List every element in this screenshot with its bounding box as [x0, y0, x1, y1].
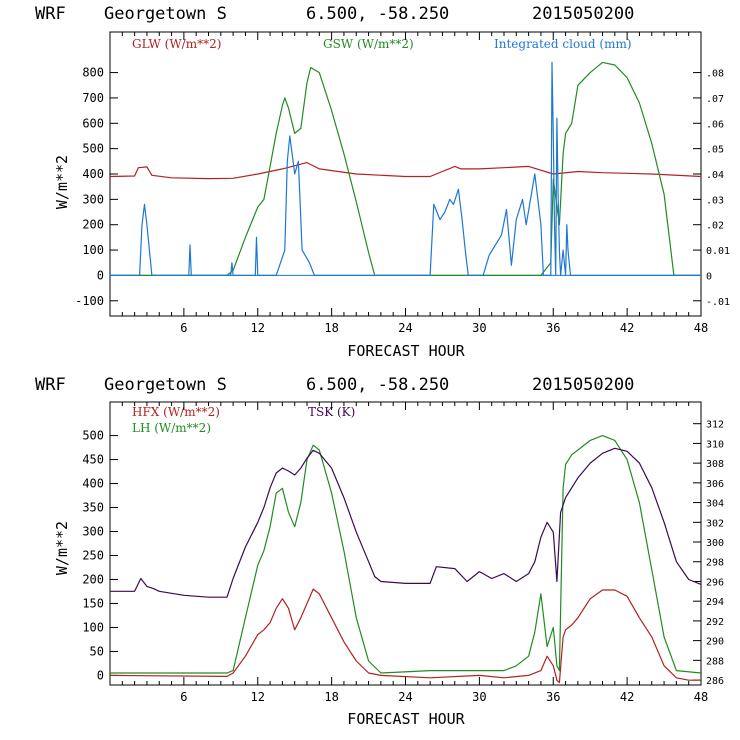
y2-tick-label: .08 [706, 69, 724, 80]
legend: HFX (W/m**2) LH (W/m**2) TSK (K) [132, 405, 355, 435]
y2-tick-label: 0.01 [706, 246, 730, 257]
header-model: WRF [35, 4, 66, 24]
legend-hfx: HFX (W/m**2) [132, 405, 220, 419]
header-model: WRF [35, 375, 66, 395]
y-tick-label: 250 [82, 548, 104, 562]
y2-tick-label: 298 [706, 558, 724, 569]
y-tick-label: 800 [82, 66, 104, 80]
y-tick-label: 700 [82, 91, 104, 105]
header-coords: 6.500, -58.250 [306, 375, 449, 395]
y-tick-label: 200 [82, 572, 104, 586]
legend-glw: GLW (W/m**2) [132, 37, 221, 51]
x-tick-label: 30 [472, 321, 486, 335]
x-tick-label: 36 [546, 321, 560, 335]
y-tick-label: 100 [82, 243, 104, 257]
x-tick-label: 48 [694, 690, 708, 704]
x-tick-label: 6 [180, 321, 187, 335]
x-tick-label: 30 [472, 690, 486, 704]
y-tick-label: 600 [82, 116, 104, 130]
y2-tick-label: .05 [706, 145, 724, 156]
x-tick-label: 42 [620, 690, 634, 704]
y2-tick-label: 308 [706, 459, 724, 470]
y-tick-label: 400 [82, 167, 104, 181]
y2-tick-label: 312 [706, 420, 724, 431]
series-line-gsw [110, 61, 701, 276]
y2-tick-label: .07 [706, 94, 724, 105]
header-run: 2015050200 [532, 4, 634, 24]
y2-tick-label: 290 [706, 637, 724, 648]
x-tick-label: 24 [398, 690, 412, 704]
y-tick-label: -100 [75, 294, 104, 308]
x-tick-label: 6 [180, 690, 187, 704]
y2-tick-label: -.01 [706, 297, 730, 308]
y-tick-label: 300 [82, 525, 104, 539]
legend: GLW (W/m**2) GSW (W/m**2) Integrated clo… [132, 37, 632, 51]
series-line-hfx [109, 588, 701, 684]
series-line-integrated-cloud [110, 61, 701, 276]
x-tick-label: 12 [251, 690, 265, 704]
legend-tsk: TSK (K) [308, 405, 355, 419]
legend-gsw: GSW (W/m**2) [323, 37, 414, 51]
y2-tick-label: 310 [706, 439, 724, 450]
y2-tick-label: .02 [706, 221, 724, 232]
radiation-cloud-panel: WRF Georgetown S 6.500, -58.250 20150502… [35, 4, 730, 360]
x-tick-label: 18 [324, 690, 338, 704]
plot-frame [109, 401, 702, 686]
y2-tick-label: 296 [706, 577, 724, 588]
series-line-lh [110, 435, 702, 674]
header-run: 2015050200 [532, 375, 634, 395]
y2-tick-label: 304 [706, 499, 724, 510]
y-axis-label: W/m**2 [53, 521, 71, 575]
plot-frame [109, 31, 702, 317]
series-line-tsk [110, 447, 702, 598]
y2-tick-label: 288 [706, 656, 724, 667]
x-tick-label: 18 [324, 321, 338, 335]
x-axis-label: FORECAST HOUR [347, 342, 465, 360]
y2-tick-label: 300 [706, 538, 724, 549]
panel-header: WRF Georgetown S 6.500, -58.250 20150502… [35, 375, 634, 395]
flux-skin-temp-panel: WRF Georgetown S 6.500, -58.250 20150502… [35, 375, 724, 728]
y-tick-label: 350 [82, 501, 104, 515]
y-tick-label: 300 [82, 192, 104, 206]
y-tick-label: 500 [82, 142, 104, 156]
y-tick-label: 200 [82, 218, 104, 232]
x-tick-label: 36 [546, 690, 560, 704]
y2-tick-label: 292 [706, 617, 724, 628]
y-axis-label: W/m**2 [53, 155, 71, 209]
y-tick-label: 400 [82, 477, 104, 491]
panel-header: WRF Georgetown S 6.500, -58.250 20150502… [35, 4, 634, 24]
y2-tick-label: 294 [706, 597, 724, 608]
x-axis-label: FORECAST HOUR [347, 710, 465, 728]
y-tick-label: 0 [97, 668, 104, 682]
y2-tick-label: .04 [706, 170, 724, 181]
header-coords: 6.500, -58.250 [306, 4, 449, 24]
series-line-glw [109, 162, 702, 180]
y-tick-label: 150 [82, 596, 104, 610]
x-tick-label: 42 [620, 321, 634, 335]
y-tick-label: 450 [82, 453, 104, 467]
y2-tick-label: 306 [706, 479, 724, 490]
y2-tick-label: .06 [706, 119, 724, 130]
header-location: Georgetown S [104, 4, 227, 24]
legend-cloud: Integrated cloud (mm) [494, 37, 632, 51]
y2-tick-label: 302 [706, 518, 724, 529]
x-tick-label: 24 [398, 321, 412, 335]
y-tick-label: 50 [90, 644, 104, 658]
y-tick-label: 0 [97, 268, 104, 282]
y-tick-label: 500 [82, 429, 104, 443]
x-tick-label: 48 [694, 321, 708, 335]
y2-tick-label: 286 [706, 676, 724, 687]
y2-tick-label: 0 [706, 271, 712, 282]
header-location: Georgetown S [104, 375, 227, 395]
y-tick-label: 100 [82, 620, 104, 634]
legend-lh: LH (W/m**2) [132, 421, 211, 435]
x-tick-label: 12 [251, 321, 265, 335]
y2-tick-label: .03 [706, 195, 724, 206]
